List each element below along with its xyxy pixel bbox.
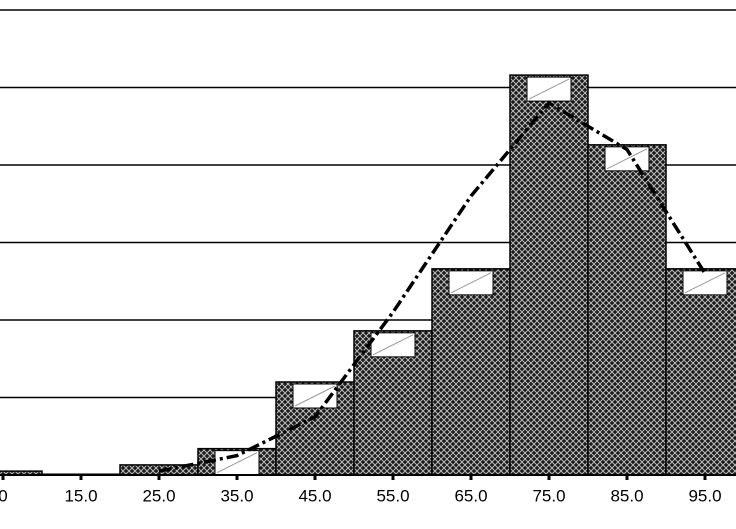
label-box-slash (372, 334, 414, 356)
label-box-slash (450, 272, 492, 294)
label-box-slash (684, 272, 726, 294)
x-tick-label: 45.0 (298, 486, 331, 505)
bar (587, 144, 667, 476)
label-box-slash (216, 452, 258, 474)
label-box-slash (528, 78, 570, 100)
x-tick-label: 0 (0, 486, 8, 505)
fit-line (158, 100, 707, 473)
x-tick-label: 65.0 (454, 486, 487, 505)
bar (665, 268, 736, 476)
x-tick-label: 15.0 (64, 486, 97, 505)
x-tick-label: 95.0 (688, 486, 721, 505)
label-box-slash (606, 148, 648, 170)
x-tick-label: 35.0 (220, 486, 253, 505)
x-tick-label: 75.0 (532, 486, 565, 505)
x-tick-label: 55.0 (376, 486, 409, 505)
bar (431, 268, 511, 476)
x-tick-label: 25.0 (142, 486, 175, 505)
label-box-slash (294, 385, 336, 407)
x-tick-label: 85.0 (610, 486, 643, 505)
